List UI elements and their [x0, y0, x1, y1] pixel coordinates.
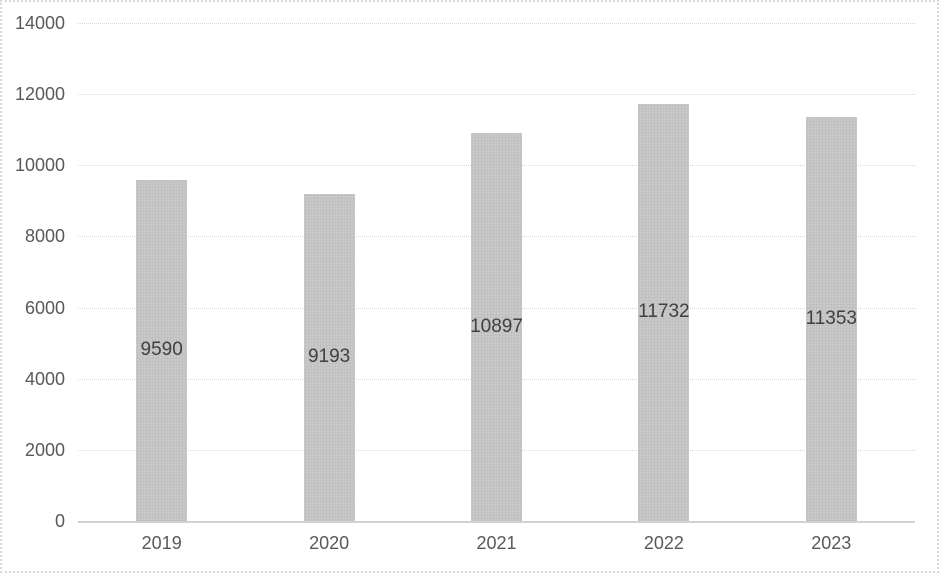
x-tick-label-2021: 2021 [476, 533, 517, 553]
gridline-12000 [78, 94, 915, 96]
bar-data-label: 11353 [805, 308, 858, 330]
bar-data-label: 11732 [638, 301, 690, 323]
bar-2023: 11353 [806, 117, 857, 521]
y-tick-label: 10000 [14, 155, 65, 176]
y-tick-label: 8000 [24, 226, 65, 247]
x-tick-label-2019: 2019 [141, 533, 182, 553]
bar-data-label: 9590 [140, 339, 183, 361]
x-tick-label-2022: 2022 [643, 533, 684, 553]
bar-data-label: 10897 [470, 316, 523, 338]
y-tick-label: 14000 [14, 13, 65, 33]
x-tick-label-2020: 2020 [309, 533, 350, 553]
bar-data-label: 9193 [307, 346, 351, 368]
y-tick-label: 12000 [14, 84, 65, 105]
x-tick-label-2023: 2023 [811, 533, 852, 553]
bar-2021: 10897 [470, 133, 523, 521]
y-tick-label: 6000 [24, 297, 65, 318]
plot-area: 9590 9193 10897 11732 11353 [78, 23, 915, 523]
y-tick-label: 0 [54, 511, 65, 531]
bar-2019: 9590 [136, 179, 188, 521]
bar-2020: 9193 [303, 193, 355, 521]
bar-2022: 11732 [638, 103, 690, 521]
y-tick-label: 4000 [24, 368, 65, 389]
gridline-14000 [78, 23, 915, 24]
y-tick-label: 2000 [24, 439, 65, 460]
